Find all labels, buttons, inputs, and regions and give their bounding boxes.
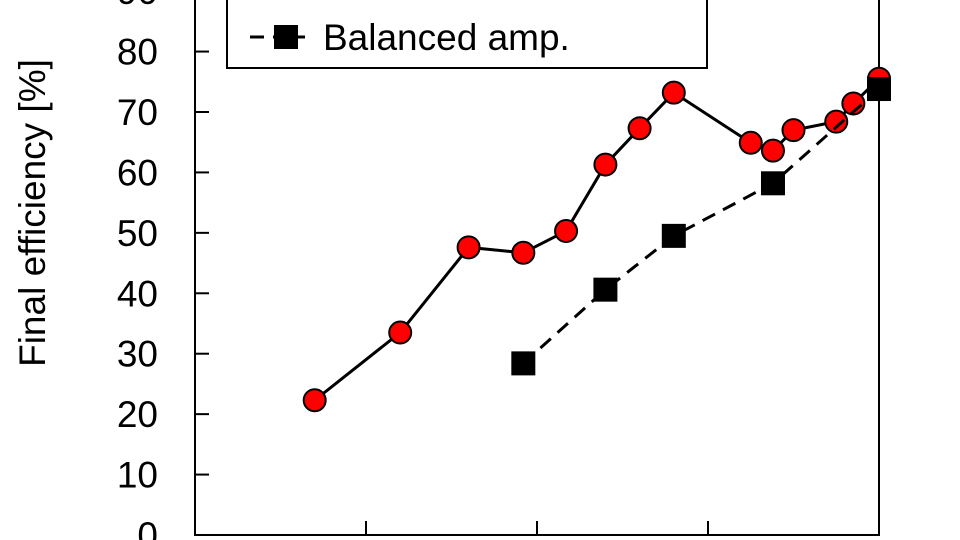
- y-tick-label: 80: [117, 32, 158, 73]
- plot-area-frame: [194, 0, 880, 536]
- data-point: [593, 277, 618, 302]
- data-point: [593, 152, 618, 177]
- data-point: [511, 240, 536, 265]
- data-point: [760, 138, 785, 163]
- data-point: [841, 91, 866, 116]
- series-balanced-amp: [511, 77, 891, 376]
- y-tick-label: 90: [117, 0, 158, 12]
- data-point: [627, 116, 652, 141]
- data-point: [388, 320, 413, 345]
- series-proposed: [302, 66, 891, 413]
- y-tick-label: 0: [137, 515, 158, 540]
- data-point: [554, 219, 579, 244]
- data-point: [824, 109, 849, 134]
- y-tick-label: 50: [117, 213, 158, 254]
- y-tick-label: 40: [117, 273, 158, 314]
- data-point: [738, 130, 763, 155]
- y-tick-label: 20: [117, 394, 158, 435]
- data-point: [661, 223, 686, 248]
- legend-box: [226, 0, 708, 69]
- data-point: [456, 235, 481, 260]
- data-point: [302, 388, 327, 413]
- y-axis-title: Final efficiency [%]: [12, 59, 53, 367]
- legend-label: Balanced amp.: [323, 17, 570, 58]
- data-point: [760, 171, 785, 196]
- y-tick-label: 30: [117, 334, 158, 375]
- legend: Balanced amp.: [226, 0, 708, 69]
- data-point: [661, 80, 686, 105]
- y-tick-label: 70: [117, 92, 158, 133]
- data-point: [867, 77, 891, 102]
- data-point: [511, 351, 536, 376]
- y-tick-label: 10: [117, 455, 158, 496]
- data-point: [781, 118, 806, 143]
- legend-marker: [274, 25, 298, 49]
- y-tick-label: 60: [117, 152, 158, 193]
